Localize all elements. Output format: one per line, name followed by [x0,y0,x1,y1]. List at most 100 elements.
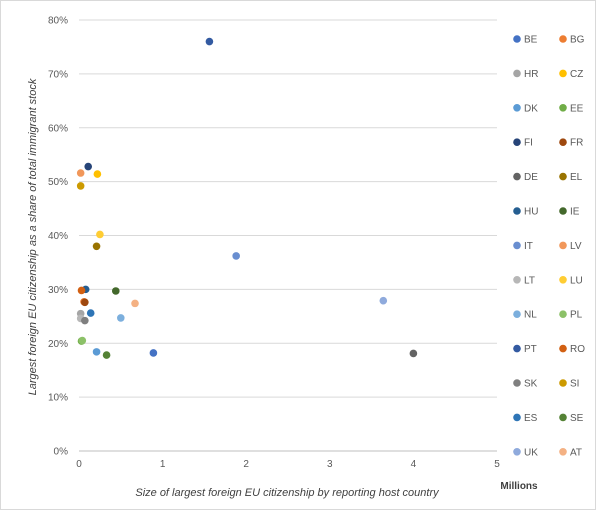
legend-item-el: EL [559,172,583,183]
legend-item-pt: PT [513,344,537,355]
legend-label: IE [570,207,580,218]
legend-item-de: DE [513,172,538,183]
legend-label: SE [570,413,584,424]
legend-item-dk: DK [513,103,538,114]
legend-label: PL [570,310,583,321]
legend-item-fr: FR [559,138,583,149]
legend-marker [559,138,567,146]
legend-label: PT [524,344,537,355]
legend-label: LV [570,241,582,252]
legend-item-at: AT [559,447,582,458]
data-point-be [149,349,158,357]
data-point-sk [81,316,89,325]
legend-marker [559,448,567,456]
data-point-lu [96,230,104,239]
legend-item-uk: UK [513,447,538,458]
data-point-se [102,351,111,359]
legend-marker [559,379,567,387]
data-point-es [86,309,95,317]
legend-marker [559,35,567,43]
legend-label: LT [524,275,535,286]
data-point-si [76,182,85,190]
x-tick-label: 4 [411,459,417,470]
x-axis-ticks: 0 1 2 3 4 5 [76,459,500,470]
x-tick-label: 5 [494,459,500,470]
legend: BE BG HR CZ DK EE FI FR DE EL HU IE IT LV LT LU NL PL PT RO… [513,35,585,458]
legend-item-hu: HU [513,207,538,218]
y-tick-label: 20% [48,339,68,350]
legend-marker [513,379,521,387]
legend-item-pl: PL [559,310,583,321]
legend-marker [513,448,521,456]
legend-label: NL [524,310,537,321]
legend-item-lv: LV [559,241,582,252]
legend-item-it: IT [513,241,533,252]
y-tick-label: 10% [48,393,68,404]
legend-item-nl: NL [513,310,537,321]
legend-label: ES [524,413,538,424]
data-point-at [131,299,139,308]
y-axis-title: Largest foreign EU citizenship as a shar… [27,78,39,395]
legend-marker [513,276,521,284]
legend-marker [513,241,521,250]
legend-marker [513,207,521,215]
data-point-pt [205,37,214,46]
y-tick-label: 0% [54,447,69,458]
legend-marker [559,241,567,250]
x-axis-units-label: Millions [500,481,538,492]
legend-marker [559,276,567,284]
y-tick-label: 50% [48,177,68,188]
legend-label: FI [524,138,533,149]
legend-label: IT [524,241,533,252]
legend-label: CZ [570,69,583,80]
legend-marker [513,138,521,146]
legend-label: DE [524,172,538,183]
data-point-de [409,349,418,358]
y-tick-label: 30% [48,285,68,296]
x-tick-label: 1 [160,459,166,470]
y-tick-label: 70% [48,69,68,80]
legend-label: BE [524,35,538,46]
x-tick-label: 0 [76,459,82,470]
legend-marker [559,207,567,215]
legend-item-lu: LU [559,275,583,286]
legend-label: BG [570,35,585,46]
data-point-fi [84,162,92,171]
y-axis-ticks: 0% 10% 20% 30% 40% 50% 60% 70% 80% [48,16,68,458]
data-point-nl [117,314,125,322]
legend-label: DK [524,103,538,114]
legend-label: SK [524,379,538,390]
data-point-el [92,242,101,251]
legend-label: SI [570,379,579,390]
data-point-dk [92,348,101,356]
legend-marker [513,104,521,112]
data-point-cz [93,170,102,178]
data-point-ro [77,286,86,295]
legend-label: AT [570,447,582,458]
x-tick-label: 3 [327,459,333,470]
legend-label: HR [524,69,538,80]
legend-label: FR [570,138,583,149]
legend-marker [559,310,567,319]
legend-label: HU [524,207,538,218]
data-points [76,37,418,359]
legend-label: LU [570,275,583,286]
data-point-it [232,252,240,260]
legend-item-ie: IE [559,207,580,218]
legend-marker [559,69,567,78]
y-tick-label: 80% [48,16,68,27]
gridlines [79,19,497,398]
legend-marker [513,344,521,353]
legend-item-ro: RO [559,344,585,355]
legend-item-be: BE [513,35,538,46]
legend-item-bg: BG [559,35,585,46]
y-tick-label: 60% [48,123,68,134]
data-point-fr [81,298,89,307]
legend-label: RO [570,344,585,355]
data-point-pl [78,336,87,345]
legend-marker [559,413,567,422]
legend-item-lt: LT [513,275,535,286]
legend-marker [559,104,567,112]
